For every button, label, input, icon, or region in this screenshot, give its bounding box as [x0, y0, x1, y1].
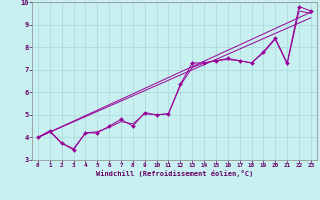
X-axis label: Windchill (Refroidissement éolien,°C): Windchill (Refroidissement éolien,°C) [96, 170, 253, 177]
